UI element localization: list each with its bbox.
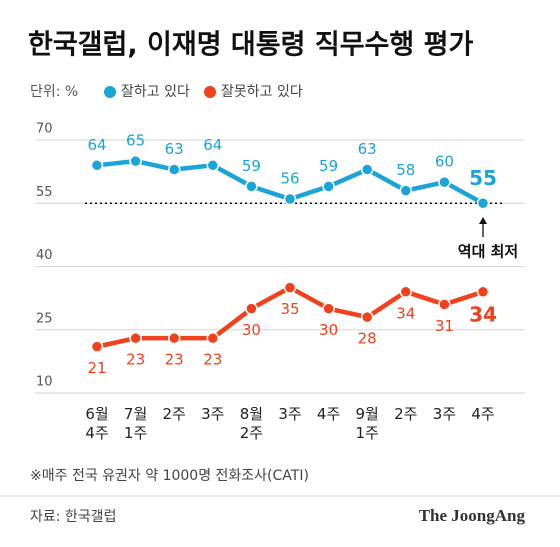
data-point <box>129 331 142 345</box>
data-label: 59 <box>319 157 338 175</box>
footnote: ※매주 전국 유권자 약 1000명 전화조사(CATI) <box>30 468 309 484</box>
data-point <box>322 180 335 193</box>
data-point <box>206 331 220 345</box>
data-point <box>245 302 258 315</box>
x-tick-label: 4주 <box>471 405 495 423</box>
data-point <box>90 159 104 172</box>
source: 자료: 한국갤럽 <box>30 509 116 525</box>
data-label: 63 <box>165 140 184 158</box>
data-label: 34 <box>396 304 415 322</box>
data-point <box>283 192 297 206</box>
legend-label: 잘못하고 있다 <box>221 84 303 100</box>
data-point <box>476 285 490 299</box>
x-tick-label: 6월 4주 <box>85 405 109 442</box>
data-point <box>167 163 181 176</box>
data-label: 55 <box>469 166 497 190</box>
x-tick-label: 8월 2주 <box>239 405 264 442</box>
data-point <box>360 310 374 324</box>
data-label: 60 <box>435 153 454 171</box>
x-tick-label: 9월 1주 <box>355 405 379 442</box>
annotation: 역대 최저 <box>458 243 518 261</box>
data-label: 63 <box>358 140 377 158</box>
data-point <box>167 331 181 345</box>
chart-title: 한국갤럽, 이재명 대통령 직무수행 평가 <box>28 30 473 61</box>
brand: The JoongAng <box>419 506 526 525</box>
data-label: 59 <box>242 157 261 175</box>
data-point <box>399 184 413 197</box>
data-point <box>322 302 335 315</box>
x-tick-label: 3주 <box>201 405 225 423</box>
data-label: 34 <box>469 302 497 326</box>
data-label: 64 <box>203 136 222 154</box>
x-tick-label: 3주 <box>278 405 302 423</box>
data-point <box>245 180 258 193</box>
data-label: 64 <box>87 136 106 154</box>
x-tick-label: 2주 <box>162 405 186 423</box>
x-tick-label: 3주 <box>432 405 457 423</box>
x-tick-label: 4주 <box>316 405 341 423</box>
data-label: 28 <box>358 330 377 348</box>
data-label: 31 <box>435 317 454 335</box>
data-point <box>438 298 451 311</box>
data-point <box>283 281 297 294</box>
y-tick-label: 10 <box>36 375 53 390</box>
data-label: 56 <box>280 170 299 188</box>
y-tick-label: 40 <box>36 248 53 263</box>
unit-label: 단위: % <box>30 84 78 100</box>
annotation-arrowhead <box>479 217 487 224</box>
data-label: 30 <box>319 321 338 339</box>
y-tick-label: 25 <box>36 311 53 326</box>
data-point <box>476 197 490 210</box>
data-label: 35 <box>280 300 299 318</box>
y-tick-label: 55 <box>36 185 53 200</box>
data-point <box>360 163 374 176</box>
legend-marker <box>204 86 216 98</box>
data-label: 23 <box>126 351 145 369</box>
legend-marker <box>104 86 116 98</box>
data-point <box>206 159 220 172</box>
y-tick-label: 70 <box>36 122 53 137</box>
data-label: 30 <box>242 321 261 339</box>
data-point <box>438 175 451 189</box>
data-point <box>399 285 413 299</box>
data-label: 21 <box>87 359 106 377</box>
data-point <box>129 154 142 168</box>
x-tick-label: 2주 <box>394 405 418 423</box>
x-tick-label: 7월 1주 <box>123 405 148 442</box>
legend-label: 잘하고 있다 <box>121 84 190 100</box>
data-label: 23 <box>203 351 222 369</box>
data-label: 58 <box>396 161 415 179</box>
data-label: 65 <box>126 132 145 150</box>
data-label: 23 <box>165 351 184 369</box>
data-point <box>90 340 104 353</box>
